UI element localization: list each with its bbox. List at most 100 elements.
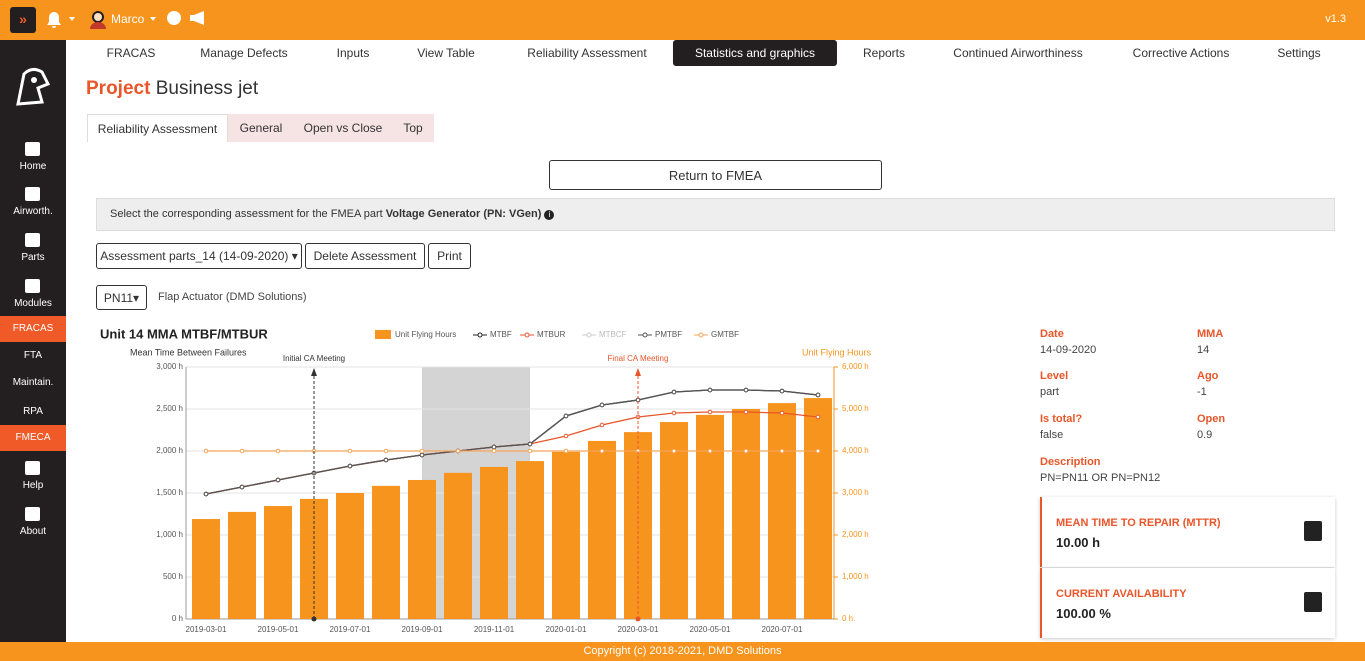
side-label[interactable]: Home <box>19 161 47 172</box>
side-label[interactable]: FTA <box>23 350 43 361</box>
side-label[interactable]: FRACAS <box>12 323 54 334</box>
side-icon[interactable] <box>25 507 40 521</box>
annotation-arrow <box>635 368 641 376</box>
sub-tab[interactable]: Reliability Assessment <box>87 114 228 142</box>
bar <box>768 403 796 619</box>
legend-swatch <box>375 330 391 339</box>
nav-tab[interactable]: Reliability Assessment <box>527 46 647 60</box>
sub-tab[interactable]: Open vs Close <box>294 114 392 142</box>
bar <box>192 519 220 619</box>
x-tick-label: 2020-05-01 <box>690 625 731 634</box>
title-prefix: Project <box>86 78 151 99</box>
side-label[interactable]: Airworth. <box>13 206 53 217</box>
info-part: Voltage Generator (PN: VGen) <box>385 208 542 220</box>
detail-label: MMA <box>1197 328 1224 340</box>
pn-dropdown[interactable]: PN11 ▾ <box>96 285 147 310</box>
print-button[interactable]: Print <box>428 243 471 269</box>
return-button[interactable]: Return to FMEA <box>549 160 882 190</box>
side-label[interactable]: About <box>19 526 47 537</box>
nav-tab[interactable]: Manage Defects <box>200 46 288 60</box>
side-label[interactable]: Maintain. <box>12 377 54 388</box>
nav-tab[interactable]: View Table <box>417 46 475 60</box>
y-tick-label: 1,500 h <box>156 488 183 497</box>
legend-label[interactable]: MTBCF <box>599 330 627 339</box>
point <box>347 463 353 469</box>
point <box>203 448 209 454</box>
detail-value: part <box>1040 386 1059 398</box>
legend-label[interactable]: MTBF <box>490 330 512 339</box>
point <box>491 448 497 454</box>
bar <box>264 506 292 619</box>
point <box>239 484 245 490</box>
point <box>707 387 713 393</box>
announce-icon[interactable] <box>190 11 204 25</box>
side-label[interactable]: RPA <box>23 406 43 417</box>
sub-tab[interactable]: General <box>228 114 294 142</box>
caret <box>69 17 75 21</box>
legend-label[interactable]: Unit Flying Hours <box>395 330 456 339</box>
calendar-icon[interactable] <box>1304 592 1322 612</box>
legend-label[interactable]: MTBUR <box>537 330 566 339</box>
calendar-icon[interactable] <box>1304 521 1322 541</box>
delete-button[interactable]: Delete Assessment <box>305 243 425 269</box>
nav-tab[interactable]: Corrective Actions <box>1132 46 1230 60</box>
bar <box>732 409 760 619</box>
part-description: Flap Actuator (DMD Solutions) <box>158 291 307 303</box>
point <box>419 448 425 454</box>
nav-tab[interactable]: FRACAS <box>106 46 156 60</box>
bar <box>624 432 652 619</box>
side-icon[interactable] <box>25 461 40 475</box>
legend-swatch-dot <box>698 332 704 338</box>
logo[interactable] <box>12 66 52 108</box>
nav-tab[interactable]: Settings <box>1277 46 1321 60</box>
nav-tab[interactable]: Inputs <box>336 46 370 60</box>
point <box>239 448 245 454</box>
point <box>779 410 785 416</box>
detail-label: Date <box>1040 328 1064 340</box>
side-label[interactable]: FMECA <box>15 432 51 443</box>
assessment-dropdown[interactable]: Assessment parts_14 (14-09-2020) ▾ <box>96 243 302 269</box>
y2-tick-label: 6,000 h <box>842 362 869 371</box>
point <box>779 448 785 454</box>
y2-tick-label: 5,000 h <box>842 404 869 413</box>
bar <box>408 479 436 619</box>
side-label[interactable]: Help <box>22 480 44 491</box>
detail-value: PN=PN11 OR PN=PN12 <box>1040 472 1161 484</box>
y-tick-label: 3,000 h <box>156 362 183 371</box>
y-tick-label: 2,000 h <box>156 446 183 455</box>
x-tick-label: 2019-07-01 <box>330 625 371 634</box>
point <box>707 409 713 415</box>
nav-tab[interactable]: Reports <box>862 46 906 60</box>
bell-icon[interactable] <box>47 12 61 28</box>
chart-group: Unit 14 MMA MTBF/MTBUR Mean Time Between … <box>100 326 871 634</box>
annotation-dot <box>635 616 641 622</box>
palette-icon[interactable] <box>167 11 181 25</box>
nav-tab[interactable]: Continued Airworthiness <box>953 46 1083 60</box>
bar <box>804 398 832 619</box>
y-tick-label: 0 h <box>172 614 183 623</box>
user-name[interactable]: Marco <box>111 12 145 26</box>
side-label[interactable]: Modules <box>14 298 52 309</box>
side-icon[interactable] <box>25 233 40 247</box>
bar <box>696 414 724 619</box>
kpi-card: MEAN TIME TO REPAIR (MTTR) 10.00 h <box>1040 497 1335 567</box>
bar <box>660 422 688 619</box>
point <box>383 457 389 463</box>
legend-label[interactable]: GMTBF <box>711 330 739 339</box>
annotation-arrow <box>311 368 317 376</box>
legend-label[interactable]: PMTBF <box>655 330 682 339</box>
point <box>491 444 497 450</box>
side-icon[interactable] <box>25 279 40 293</box>
side-icon[interactable] <box>25 187 40 201</box>
nav-tab[interactable]: Statistics and graphics <box>672 40 838 66</box>
info-icon[interactable]: i <box>544 210 555 220</box>
side-label[interactable]: Parts <box>21 252 45 263</box>
menu-toggle[interactable]: » <box>10 7 36 33</box>
avatar[interactable] <box>92 11 104 23</box>
sub-tab[interactable]: Top <box>392 114 434 142</box>
side-icon[interactable] <box>25 142 40 156</box>
x-tick-label: 2019-09-01 <box>402 625 443 634</box>
bar <box>588 440 616 619</box>
avatar-body <box>90 22 106 29</box>
